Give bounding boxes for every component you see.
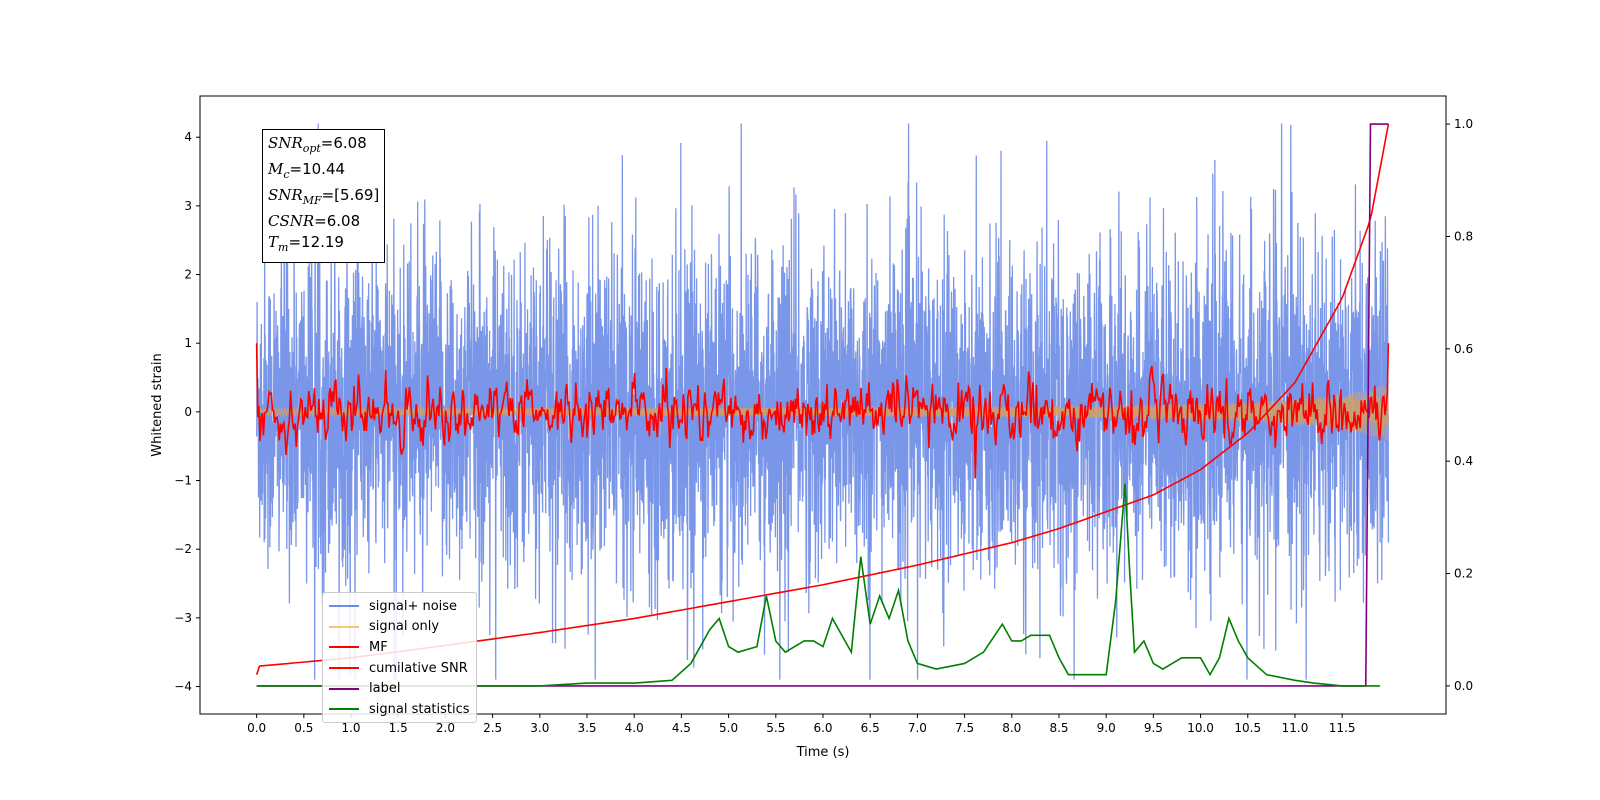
x-tick-label: 4.5 (672, 721, 691, 735)
x-tick-label: 5.0 (719, 721, 738, 735)
x-tick-label: 9.5 (1144, 721, 1163, 735)
y-tick-label: 4 (184, 130, 192, 144)
x-tick-label: 7.0 (908, 721, 927, 735)
legend-label: cumilative SNR (369, 660, 468, 676)
y-tick-label: 1 (184, 336, 192, 350)
x-tick-label: 1.5 (389, 721, 408, 735)
legend-swatch (329, 646, 359, 649)
series-signal-statistics (256, 483, 1380, 687)
legend-swatch (329, 687, 359, 690)
legend-item-label: label (329, 678, 470, 699)
legend-item-mf: MF (329, 637, 470, 658)
x-tick-label: 6.5 (861, 721, 880, 735)
x-tick-label: 2.5 (483, 721, 502, 735)
x-tick-label: 4.0 (625, 721, 644, 735)
legend-item-cumulative-snr: cumilative SNR (329, 658, 470, 679)
tm-annotation: Tm=12.19 (268, 233, 344, 254)
x-axis-label: Time (s) (796, 745, 850, 760)
y-tick-label: −3 (174, 611, 192, 625)
x-tick-label: 0.0 (247, 721, 266, 735)
x-tick-label: 11.5 (1329, 721, 1356, 735)
y-tick-label: −1 (174, 474, 192, 488)
y-tick-label: −4 (174, 680, 192, 694)
legend-item-signal-only: signal only (329, 617, 470, 638)
x-tick-label: 6.0 (813, 721, 832, 735)
legend-item-signal-noise: signal+ noise (329, 596, 470, 617)
x-tick-label: 7.5 (955, 721, 974, 735)
x-tick-label: 10.0 (1187, 721, 1214, 735)
x-tick-label: 10.5 (1234, 721, 1261, 735)
legend-label: signal only (369, 619, 440, 635)
annotation-box: SNRopt=6.08 Mc=10.44 SNRMF=[5.69] CSNR=6… (262, 129, 386, 263)
x-tick-label: 3.0 (530, 721, 549, 735)
x-tick-label: 5.5 (766, 721, 785, 735)
y-axis-label: Whitened strain (150, 353, 165, 456)
y-right-tick-label: 0.8 (1454, 229, 1473, 243)
y-axis-ticks: −4 −3 −2 −1 0 1 2 3 4 (174, 130, 200, 694)
x-tick-label: 0.5 (294, 721, 313, 735)
x-tick-label: 11.0 (1282, 721, 1309, 735)
legend-label: label (369, 681, 401, 697)
snr-mf-annotation: SNRMF=[5.69] (268, 186, 380, 207)
mc-annotation: Mc=10.44 (268, 160, 346, 181)
y-right-tick-label: 0.4 (1454, 454, 1473, 468)
legend-label: signal+ noise (369, 598, 458, 614)
y-tick-label: −2 (174, 542, 192, 556)
x-tick-label: 1.0 (341, 721, 360, 735)
y-right-tick-label: 1.0 (1454, 117, 1473, 131)
legend-item-signal-statistics: signal statistics (329, 699, 470, 720)
y-tick-label: 0 (184, 405, 192, 419)
y-right-tick-label: 0.6 (1454, 342, 1473, 356)
y-right-axis-ticks: 0.0 0.2 0.4 0.6 0.8 1.0 (1446, 117, 1473, 693)
y-tick-label: 2 (184, 268, 192, 282)
snr-opt-annotation: SNRopt=6.08 (268, 134, 367, 155)
legend-label: signal statistics (369, 701, 470, 717)
x-tick-label: 8.0 (1002, 721, 1021, 735)
legend-swatch (329, 708, 359, 711)
legend-swatch (329, 625, 359, 628)
legend-swatch (329, 605, 359, 608)
legend-swatch (329, 667, 359, 670)
x-axis-ticks: 0.0 0.5 1.0 1.5 2.0 2.5 3.0 3.5 4.0 4.5 5.0 5.5 6.0 6… (247, 714, 1356, 735)
series-label (256, 123, 1389, 687)
x-tick-label: 2.0 (436, 721, 455, 735)
legend: signal+ noise signal only MF cumilative … (322, 592, 477, 723)
x-tick-label: 3.5 (577, 721, 596, 735)
y-tick-label: 3 (184, 199, 192, 213)
series-mf (255, 343, 1390, 479)
series-signal-noise (255, 123, 1390, 680)
csnr-annotation: CSNR=6.08 (268, 212, 361, 230)
x-tick-label: 8.5 (1049, 721, 1068, 735)
y-right-tick-label: 0.0 (1454, 679, 1473, 693)
legend-label: MF (369, 639, 388, 655)
x-tick-label: 9.0 (1097, 721, 1116, 735)
y-right-tick-label: 0.2 (1454, 567, 1473, 581)
